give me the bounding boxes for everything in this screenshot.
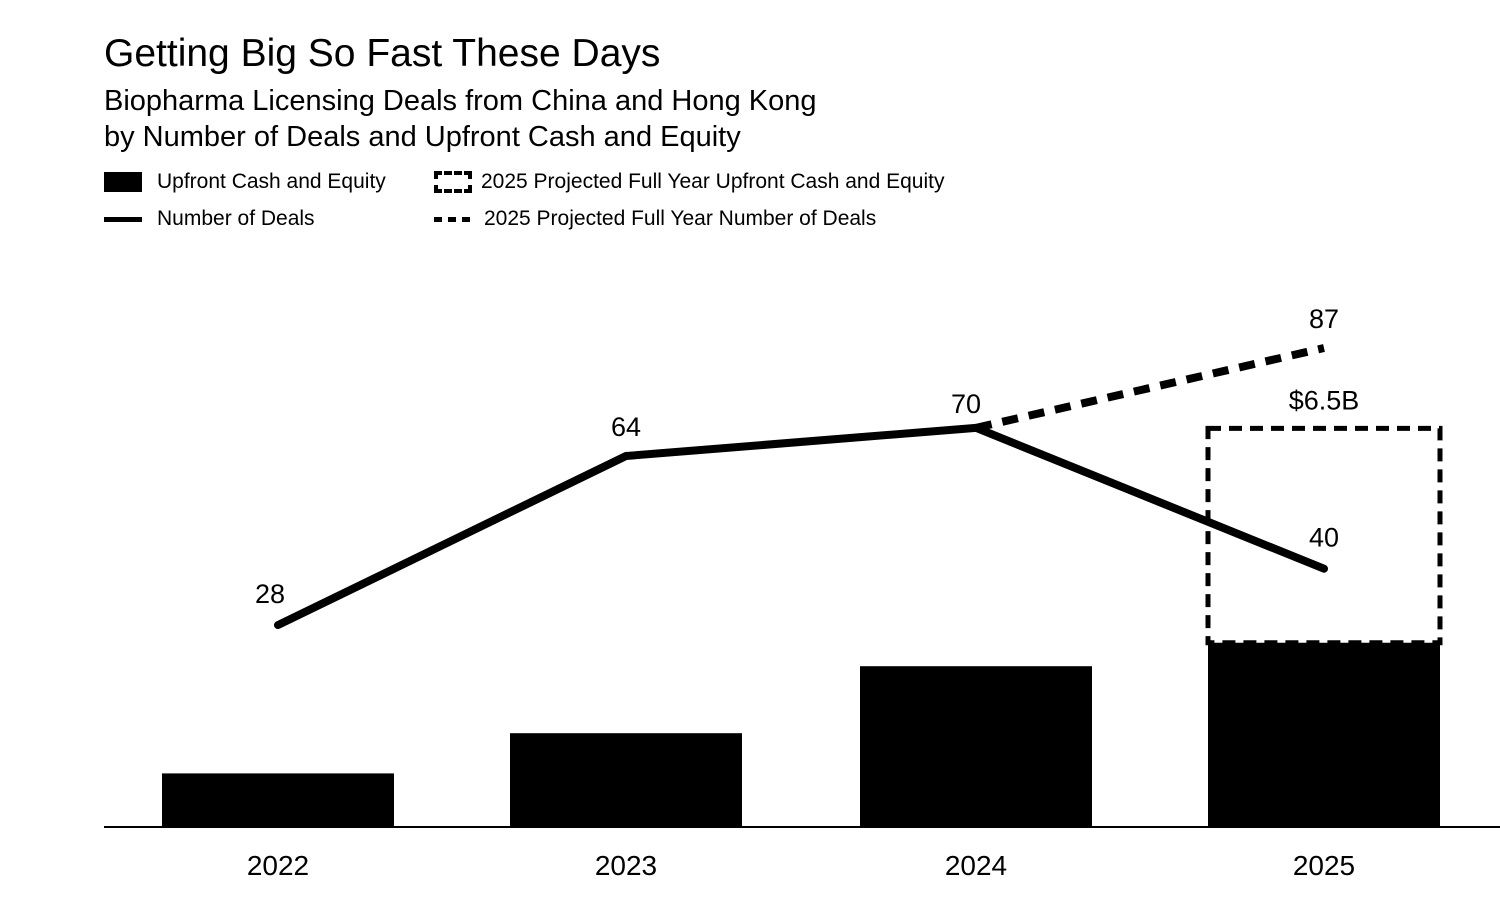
bar-projected-value-label-2025: $6.5B: [1289, 385, 1360, 415]
legend-swatch-solid-line: [104, 216, 142, 222]
legend-item-deals: Number of Deals: [104, 206, 315, 232]
line-deals: [274, 423, 1328, 630]
line-point-label-2023: 64: [611, 412, 641, 442]
legend-label-upfront-projected: 2025 Projected Full Year Upfront Cash an…: [481, 170, 945, 193]
legend-label-upfront: Upfront Cash and Equity: [157, 170, 386, 193]
chart-subtitle-line-1: Biopharma Licensing Deals from China and…: [104, 85, 817, 117]
line-point-label-2024: 70: [951, 389, 981, 419]
legend-label-deals-projected: 2025 Projected Full Year Number of Deals: [484, 207, 877, 230]
line-deals-projected: [975, 344, 1325, 432]
legend-item-upfront: Upfront Cash and Equity: [104, 169, 386, 195]
x-tick-label-2025: 2025: [1293, 850, 1355, 881]
legend-item-deals-projected: 2025 Projected Full Year Number of Deals: [434, 206, 876, 232]
chart-subtitle-line-2: by Number of Deals and Upfront Cash and …: [104, 121, 741, 153]
bar-upfront-projected-2025: [1205, 425, 1443, 646]
bar-upfront-2023: [510, 733, 742, 827]
bar-upfront-2022: [162, 773, 394, 827]
x-tick-label-2024: 2024: [945, 850, 1007, 881]
bar-upfront-2025: [1208, 642, 1440, 827]
legend-swatch-solid-bar: [104, 172, 142, 192]
bar-upfront-2024: [860, 666, 1092, 827]
legend-item-upfront-projected: 2025 Projected Full Year Upfront Cash an…: [434, 169, 944, 195]
legend-swatch-dashed-line: [434, 216, 474, 222]
line-projected-point-label-2025: 87: [1309, 304, 1339, 334]
line-point-label-2025: 40: [1309, 523, 1339, 553]
chart-title: Getting Big So Fast These Days: [104, 32, 661, 75]
x-tick-label-2022: 2022: [247, 850, 309, 881]
legend-label-deals: Number of Deals: [157, 207, 315, 230]
line-point-label-2022: 28: [255, 579, 285, 609]
x-tick-label-2023: 2023: [595, 850, 657, 881]
legend-swatch-dashed-bar: [434, 171, 472, 193]
